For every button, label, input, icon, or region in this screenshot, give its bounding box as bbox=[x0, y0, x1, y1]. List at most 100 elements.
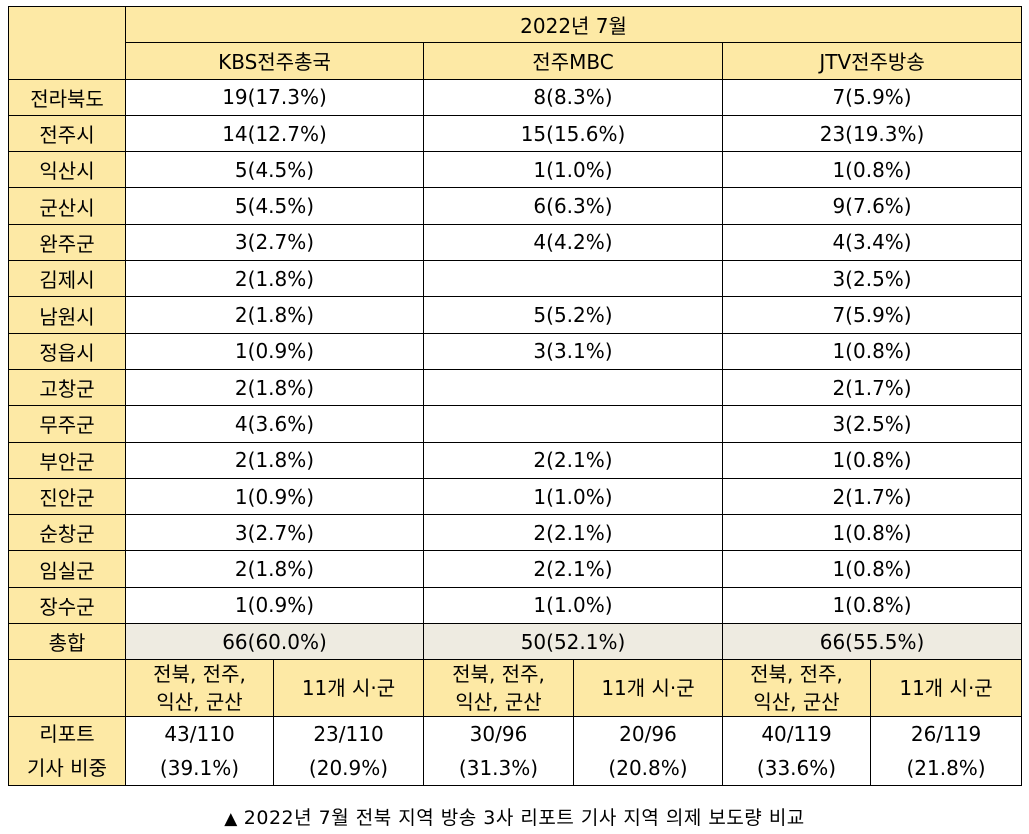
count-cell bbox=[423, 260, 723, 298]
count-cell: 2(2.1%) bbox=[423, 550, 723, 588]
table-row: 완주군 3(2.7%) 4(4.2%) 4(3.4%) bbox=[8, 223, 1023, 262]
report-count: 40/119 bbox=[761, 722, 832, 747]
report-cell: 30/96 (31.3%) bbox=[423, 716, 574, 787]
count-cell: 1(1.0%) bbox=[423, 477, 723, 516]
report-count: 20/96 bbox=[619, 722, 677, 747]
region-label: 고창군 bbox=[8, 368, 126, 407]
count-cell: 9(7.6%) bbox=[721, 187, 1023, 225]
count-cell: 1(1.0%) bbox=[423, 151, 723, 189]
subheader-group-a: 전북, 전주, 익산, 군산 bbox=[125, 659, 274, 718]
table-row: 전주시 14(12.7%) 15(15.6%) 23(19.3%) bbox=[8, 114, 1023, 153]
subheader-group-a: 전북, 전주, 익산, 군산 bbox=[423, 659, 574, 718]
count-cell: 4(3.6%) bbox=[125, 405, 424, 443]
report-cell: 43/110 (39.1%) bbox=[125, 716, 274, 787]
count-cell: 2(2.1%) bbox=[423, 514, 723, 552]
header-row-stations: KBS전주총국 전주MBC JTV전주방송 bbox=[9, 42, 1023, 80]
report-percent: (20.9%) bbox=[308, 756, 389, 781]
report-cell: 26/119 (21.8%) bbox=[869, 716, 1023, 787]
count-cell: 3(2.5%) bbox=[721, 260, 1023, 298]
table-row: 순창군 3(2.7%) 2(2.1%) 1(0.8%) bbox=[8, 514, 1023, 552]
count-cell: 1(0.9%) bbox=[125, 586, 424, 625]
report-cell: 20/96 (20.8%) bbox=[573, 716, 723, 787]
report-count: 30/96 bbox=[469, 722, 528, 747]
region-label: 완주군 bbox=[8, 223, 126, 262]
report-count: 43/110 bbox=[164, 722, 235, 747]
count-cell: 2(1.8%) bbox=[125, 550, 424, 588]
count-cell: 7(5.9%) bbox=[721, 296, 1023, 334]
total-cell: 50(52.1%) bbox=[423, 623, 723, 661]
count-cell: 1(0.8%) bbox=[721, 441, 1023, 479]
count-cell: 1(0.8%) bbox=[721, 514, 1023, 552]
coverage-table: 2022년 7월 KBS전주총국 전주MBC JTV전주방송 전라북도 19(17… bbox=[8, 5, 1023, 787]
count-cell: 2(1.7%) bbox=[721, 477, 1023, 516]
total-label: 총합 bbox=[8, 623, 126, 661]
caption-text: 2022년 7월 전북 지역 방송 3사 리포트 기사 지역 의제 보도량 비교 bbox=[243, 807, 805, 829]
region-label: 전주시 bbox=[8, 114, 126, 153]
report-count: 26/119 bbox=[910, 722, 982, 747]
subheader-group-a-line2: 익산, 군산 bbox=[156, 690, 243, 715]
count-cell: 1(0.9%) bbox=[125, 477, 424, 516]
total-cell: 66(60.0%) bbox=[125, 623, 424, 661]
count-cell: 7(5.9%) bbox=[721, 78, 1023, 116]
table-row: 남원시 2(1.8%) 5(5.2%) 7(5.9%) bbox=[8, 296, 1023, 334]
region-label: 장수군 bbox=[8, 586, 126, 625]
report-percent: (31.3%) bbox=[458, 756, 539, 781]
report-percent: (20.8%) bbox=[608, 756, 688, 781]
region-label: 익산시 bbox=[8, 151, 126, 189]
count-cell: 15(15.6%) bbox=[423, 114, 723, 153]
count-cell: 1(0.8%) bbox=[721, 151, 1023, 189]
count-cell: 2(1.8%) bbox=[125, 296, 424, 334]
station-header-mbc: 전주MBC bbox=[423, 42, 723, 80]
count-cell: 19(17.3%) bbox=[125, 78, 424, 116]
table-row: 전라북도 19(17.3%) 8(8.3%) 7(5.9%) bbox=[8, 78, 1023, 116]
subheader-group-b: 11개 시·군 bbox=[869, 659, 1023, 718]
table-row: 군산시 5(4.5%) 6(6.3%) 9(7.6%) bbox=[8, 187, 1023, 225]
subheader-group-b: 11개 시·군 bbox=[273, 659, 424, 718]
count-cell: 6(6.3%) bbox=[423, 187, 723, 225]
header-row-period: 2022년 7월 bbox=[8, 5, 1023, 80]
table-row: 부안군 2(1.8%) 2(2.1%) 1(0.8%) bbox=[8, 441, 1023, 479]
count-cell: 2(2.1%) bbox=[423, 441, 723, 479]
station-header-kbs: KBS전주총국 bbox=[125, 42, 424, 80]
report-label-line1: 리포트 bbox=[39, 722, 95, 747]
subheader-group-a-line1: 전북, 전주, bbox=[452, 662, 545, 687]
table-row: 진안군 1(0.9%) 1(1.0%) 2(1.7%) bbox=[8, 477, 1023, 516]
region-label: 진안군 bbox=[8, 477, 126, 516]
region-label: 남원시 bbox=[8, 296, 126, 334]
count-cell: 3(2.7%) bbox=[125, 223, 424, 262]
count-cell: 14(12.7%) bbox=[125, 114, 424, 153]
total-row: 총합 66(60.0%) 50(52.1%) 66(55.5%) bbox=[8, 623, 1023, 661]
region-label: 정읍시 bbox=[8, 332, 126, 370]
figure-caption: ▲ 2022년 7월 전북 지역 방송 3사 리포트 기사 지역 의제 보도량 비… bbox=[0, 803, 1029, 830]
station-header-jtv: JTV전주방송 bbox=[721, 42, 1023, 80]
report-cell: 23/110 (20.9%) bbox=[273, 716, 424, 787]
total-cell: 66(55.5%) bbox=[721, 623, 1023, 661]
subheader-group-a-line1: 전북, 전주, bbox=[153, 662, 246, 687]
subheader-corner bbox=[8, 659, 126, 718]
count-cell: 2(1.8%) bbox=[125, 260, 424, 298]
subheader-row: 전북, 전주, 익산, 군산 11개 시·군 전북, 전주, 익산, 군산 11개 시·군… bbox=[8, 659, 1023, 718]
count-cell: 3(2.5%) bbox=[721, 405, 1023, 443]
table-row: 무주군 4(3.6%) 3(2.5%) bbox=[8, 405, 1023, 443]
count-cell: 5(5.2%) bbox=[423, 296, 723, 334]
report-count: 23/110 bbox=[313, 722, 384, 747]
region-label: 김제시 bbox=[8, 260, 126, 298]
count-cell: 5(4.5%) bbox=[125, 151, 424, 189]
count-cell: 1(1.0%) bbox=[423, 586, 723, 625]
table-row: 임실군 2(1.8%) 2(2.1%) 1(0.8%) bbox=[8, 550, 1023, 588]
count-cell: 1(0.8%) bbox=[721, 332, 1023, 370]
count-cell: 2(1.8%) bbox=[125, 441, 424, 479]
table-row: 고창군 2(1.8%) 2(1.7%) bbox=[8, 368, 1023, 407]
region-label: 순창군 bbox=[8, 514, 126, 552]
region-label: 무주군 bbox=[8, 405, 126, 443]
subheader-group-a-line1: 전북, 전주, bbox=[750, 662, 843, 687]
subheader-group-b: 11개 시·군 bbox=[573, 659, 723, 718]
report-percent: (21.8%) bbox=[906, 756, 986, 781]
report-percent: (39.1%) bbox=[159, 756, 240, 781]
report-label-line2: 기사 비중 bbox=[27, 756, 107, 781]
count-cell: 3(3.1%) bbox=[423, 332, 723, 370]
subheader-group-a-line2: 익산, 군산 bbox=[753, 690, 840, 715]
count-cell: 1(0.8%) bbox=[721, 586, 1023, 625]
